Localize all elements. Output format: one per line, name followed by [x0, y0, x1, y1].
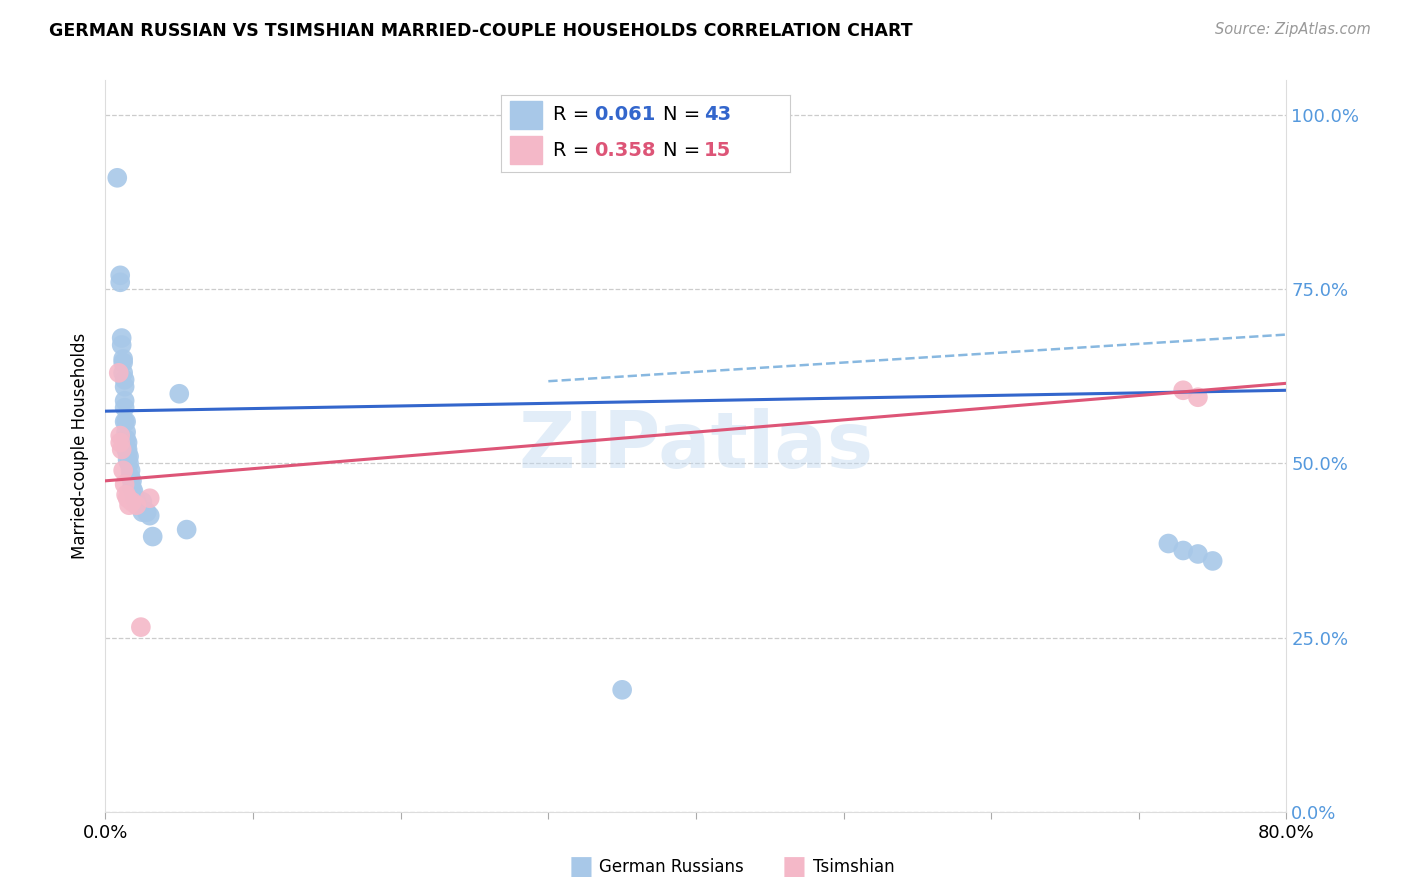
- Point: [131, 494, 153, 508]
- Point: [122, 484, 145, 499]
- Point: [1187, 547, 1209, 561]
- Point: [138, 508, 162, 523]
- Text: German Russians: German Russians: [599, 858, 744, 876]
- Point: [1187, 390, 1209, 404]
- Point: [112, 355, 135, 369]
- Point: [110, 268, 132, 283]
- Point: [118, 498, 141, 512]
- Point: [1171, 384, 1194, 398]
- Point: [176, 523, 198, 537]
- Point: [125, 498, 148, 512]
- Point: [118, 450, 141, 464]
- Point: [118, 457, 141, 471]
- Point: [127, 498, 149, 512]
- Point: [138, 491, 162, 506]
- Point: [129, 620, 152, 634]
- Point: [1201, 554, 1223, 568]
- Point: [114, 380, 136, 394]
- Point: [120, 470, 142, 484]
- Text: ■: ■: [568, 854, 593, 880]
- Point: [114, 477, 136, 491]
- Point: [114, 373, 136, 387]
- Point: [120, 463, 142, 477]
- Point: [135, 505, 157, 519]
- Point: [114, 415, 136, 429]
- Point: [117, 491, 139, 506]
- Point: [169, 386, 191, 401]
- Point: [117, 435, 139, 450]
- Text: ■: ■: [782, 854, 807, 880]
- Point: [121, 481, 143, 495]
- Point: [115, 432, 138, 446]
- Point: [111, 442, 134, 457]
- Point: [114, 401, 136, 415]
- Text: Tsimshian: Tsimshian: [813, 858, 894, 876]
- Point: [125, 494, 148, 508]
- Point: [107, 366, 129, 380]
- Text: ZIPatlas: ZIPatlas: [519, 408, 873, 484]
- Point: [112, 351, 135, 366]
- Point: [115, 442, 138, 457]
- Y-axis label: Married-couple Households: Married-couple Households: [72, 333, 90, 559]
- Point: [117, 442, 139, 457]
- Point: [112, 366, 135, 380]
- Point: [124, 491, 146, 506]
- Point: [121, 474, 143, 488]
- Point: [610, 682, 633, 697]
- Point: [1171, 543, 1194, 558]
- Point: [114, 393, 136, 408]
- Point: [131, 505, 153, 519]
- Point: [111, 338, 134, 352]
- Point: [1157, 536, 1180, 550]
- Point: [117, 446, 139, 460]
- Point: [121, 494, 143, 508]
- Point: [112, 463, 135, 477]
- Point: [105, 170, 128, 185]
- Point: [110, 275, 132, 289]
- Point: [115, 415, 138, 429]
- Text: Source: ZipAtlas.com: Source: ZipAtlas.com: [1215, 22, 1371, 37]
- Point: [110, 428, 132, 442]
- Point: [142, 530, 165, 544]
- Point: [115, 488, 138, 502]
- Point: [115, 425, 138, 439]
- Point: [117, 453, 139, 467]
- Point: [111, 331, 134, 345]
- Text: GERMAN RUSSIAN VS TSIMSHIAN MARRIED-COUPLE HOUSEHOLDS CORRELATION CHART: GERMAN RUSSIAN VS TSIMSHIAN MARRIED-COUP…: [49, 22, 912, 40]
- Point: [110, 435, 132, 450]
